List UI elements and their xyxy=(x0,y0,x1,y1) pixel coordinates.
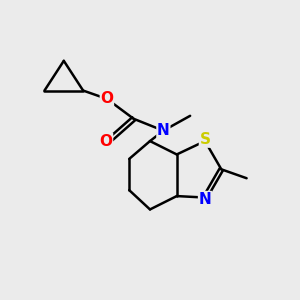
Text: O: O xyxy=(100,134,112,148)
Text: N: N xyxy=(157,123,170,138)
Text: S: S xyxy=(200,132,211,147)
Text: O: O xyxy=(100,92,113,106)
Text: N: N xyxy=(199,191,212,206)
